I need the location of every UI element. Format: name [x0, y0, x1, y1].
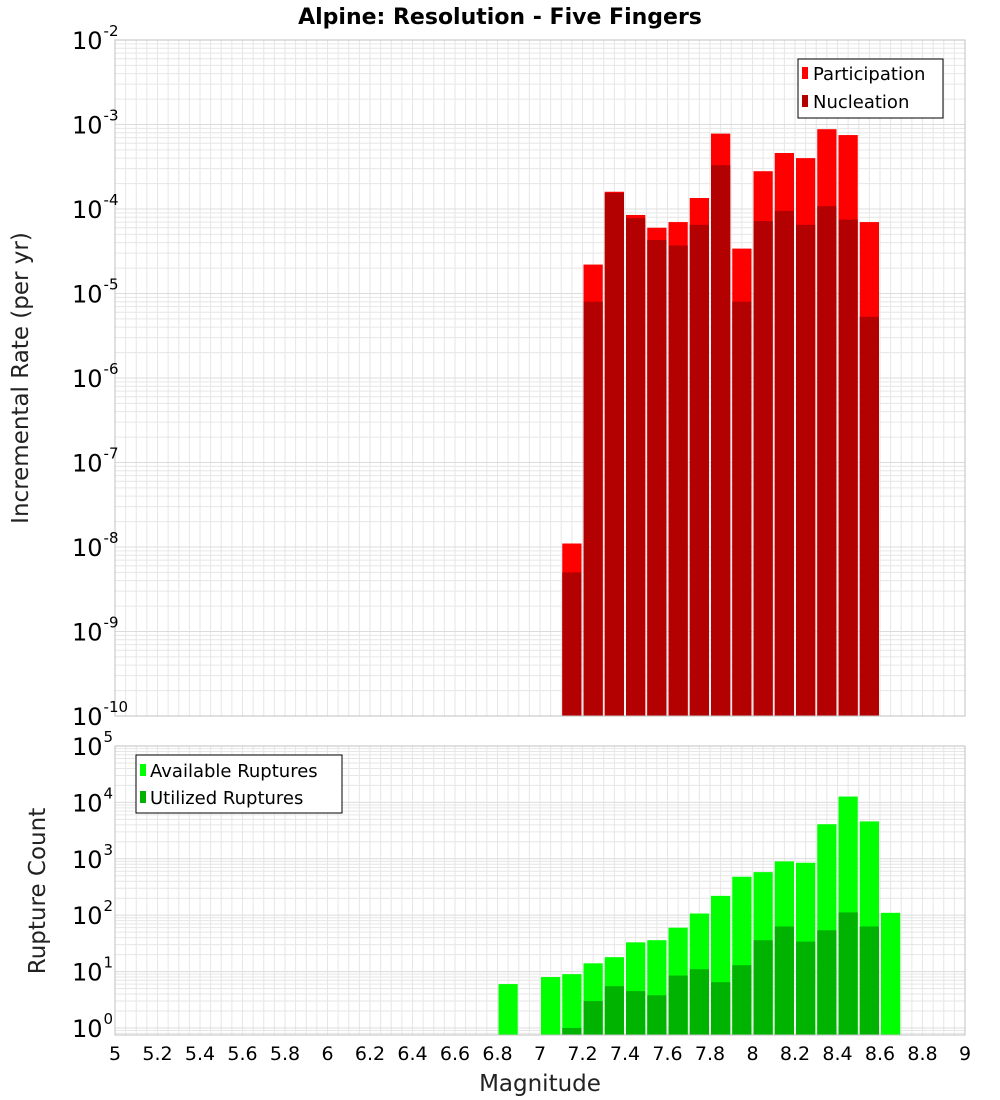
utilized-ruptures-bar [796, 941, 816, 1035]
count-plot-frame [114, 745, 966, 1036]
available-legend-label: Available Ruptures [150, 761, 318, 782]
nucleation-bar [817, 206, 837, 716]
participation-legend-swatch [802, 67, 808, 79]
nucleation-bar [626, 218, 646, 716]
x-tick-label: 8.2 [780, 1043, 810, 1065]
utilized-ruptures-bar [838, 912, 858, 1035]
x-tick-label: 5.2 [142, 1043, 172, 1065]
x-tick-label: 7 [534, 1043, 546, 1065]
rate-y-tick: 10-8 [72, 529, 119, 562]
nucleation-bar [647, 239, 667, 716]
x-axis-ticks: 5 5.2 5.4 5.6 5.8 6 6.2 6.4 6.6 6.8 7 7.2 7.4 7.6 7.8 8… [109, 1043, 971, 1065]
x-tick-label: 6.4 [397, 1043, 427, 1065]
nucleation-legend-label: Nucleation [813, 92, 909, 113]
count-y-tick: 103 [72, 841, 113, 874]
rate-gridlines [114, 39, 966, 717]
rate-y-ticks: 10-10 10-9 10-8 10-7 10-6 10-5 10-4 10-3 10-2 [72, 22, 128, 731]
available-ruptures-bar [881, 912, 901, 1035]
count-y-tick: 104 [72, 784, 113, 817]
available-ruptures-bar [562, 974, 582, 1035]
utilized-ruptures-bar [859, 926, 879, 1035]
rate-y-tick: 10-6 [72, 360, 119, 393]
available-ruptures-bar [541, 977, 561, 1035]
nucleation-bar [859, 316, 879, 716]
utilized-legend-swatch [140, 791, 146, 803]
x-tick-label: 8.4 [822, 1043, 852, 1065]
count-y-tick: 105 [72, 728, 113, 761]
rate-y-tick: 10-10 [72, 698, 128, 731]
x-tick-label: 7.2 [567, 1043, 597, 1065]
utilized-ruptures-bar [817, 930, 837, 1035]
count-y-axis-label: Rupture Count [25, 808, 51, 974]
x-tick-label: 8.8 [907, 1043, 937, 1065]
rate-y-tick: 10-4 [72, 191, 119, 224]
rate-legend: Participation Nucleation [797, 58, 944, 119]
nucleation-bar [604, 192, 624, 716]
x-tick-label: 8 [746, 1043, 758, 1065]
count-y-tick: 101 [72, 954, 113, 987]
x-tick-label: 5.8 [270, 1043, 300, 1065]
nucleation-bar [689, 224, 709, 716]
utilized-ruptures-bar [626, 991, 646, 1035]
nucleation-bar [583, 301, 603, 716]
count-y-tick: 102 [72, 897, 113, 930]
count-legend-box [135, 754, 343, 814]
participation-legend-label: Participation [813, 64, 925, 85]
utilized-ruptures-bar [689, 969, 709, 1035]
x-tick-label: 6.8 [482, 1043, 512, 1065]
utilized-ruptures-bar [732, 965, 752, 1035]
rate-y-axis-label: Incremental Rate (per yr) [8, 232, 34, 524]
x-tick-label: 7.8 [695, 1043, 725, 1065]
nucleation-bar [774, 210, 794, 716]
utilized-ruptures-bar [774, 926, 794, 1035]
x-tick-label: 9 [959, 1043, 971, 1065]
nucleation-bar [838, 219, 858, 717]
x-tick-label: 6 [321, 1043, 333, 1065]
nucleation-bar [562, 572, 582, 716]
available-ruptures-bar [498, 984, 518, 1035]
utilized-legend-label: Utilized Ruptures [150, 788, 303, 809]
utilized-ruptures-bar [562, 1027, 582, 1035]
nucleation-bar [753, 221, 773, 716]
utilized-ruptures-bar [711, 982, 731, 1035]
nucleation-bar [668, 245, 688, 717]
x-tick-label: 7.6 [652, 1043, 682, 1065]
utilized-ruptures-bar [753, 940, 773, 1035]
x-tick-label: 6.2 [355, 1043, 385, 1065]
available-legend-swatch [140, 764, 146, 776]
rate-plot-frame [114, 39, 966, 717]
rate-legend-box [797, 58, 944, 119]
utilized-ruptures-bar [668, 975, 688, 1035]
x-tick-label: 6.6 [440, 1043, 470, 1065]
nucleation-legend-swatch [802, 95, 808, 107]
rate-y-tick: 10-5 [72, 276, 119, 309]
x-tick-label: 5.6 [227, 1043, 257, 1065]
count-legend: Available Ruptures Utilized Ruptures [135, 754, 343, 814]
rate-bars [562, 129, 879, 717]
nucleation-bar [732, 301, 752, 716]
count-y-tick: 100 [72, 1010, 113, 1043]
count-bars [498, 796, 901, 1035]
utilized-ruptures-bar [604, 986, 624, 1035]
nucleation-bar [796, 224, 816, 716]
x-tick-label: 5.4 [185, 1043, 215, 1065]
chart-title: Alpine: Resolution - Five Fingers [298, 5, 702, 30]
rate-y-tick: 10-9 [72, 614, 119, 647]
nucleation-bar [711, 165, 731, 717]
x-axis-label: Magnitude [479, 1071, 601, 1097]
x-tick-label: 5 [109, 1043, 121, 1065]
x-tick-label: 8.6 [865, 1043, 895, 1065]
x-tick-label: 7.4 [610, 1043, 640, 1065]
rate-y-tick: 10-2 [72, 22, 119, 55]
count-y-ticks: 100 101 102 103 104 105 [72, 728, 113, 1043]
count-panel: 100 101 102 103 104 105 Rupture Count Availab… [25, 728, 966, 1043]
rate-y-tick: 10-3 [72, 107, 119, 140]
rate-panel: 10-10 10-9 10-8 10-7 10-6 10-5 10-4 10-3 10-2 In… [8, 22, 966, 731]
utilized-ruptures-bar [647, 995, 667, 1035]
utilized-ruptures-bar [583, 1001, 603, 1035]
rate-y-tick: 10-7 [72, 445, 119, 478]
